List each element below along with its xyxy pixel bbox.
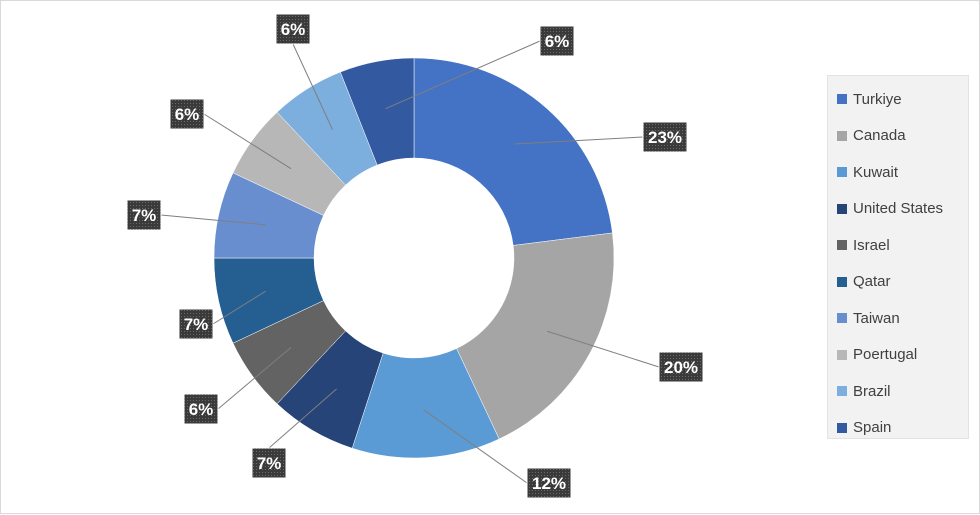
slices-group	[213, 57, 615, 459]
leader-line	[160, 214, 266, 226]
data-label: 6%	[539, 25, 575, 57]
data-label-box	[178, 308, 214, 340]
leader-line	[547, 330, 660, 368]
legend-label: Canada	[853, 127, 906, 145]
data-label-text: 23%	[648, 128, 682, 147]
data-label-box	[126, 199, 162, 231]
data-label-text: 12%	[532, 474, 566, 493]
legend-swatch	[837, 130, 847, 141]
legend-label: Taiwan	[853, 309, 900, 327]
data-labels-group: 23% 20% 12% 7% 6% 7% 7% 6% 6% 6%	[126, 13, 704, 499]
leader-line	[292, 43, 334, 130]
leader-line	[203, 113, 292, 170]
data-label: 6%	[275, 13, 311, 45]
legend-swatch	[837, 276, 847, 287]
leader-line	[217, 346, 292, 410]
legend-item: Israel	[828, 227, 968, 264]
leader-lines-group	[160, 40, 660, 484]
data-label: 23%	[642, 121, 688, 153]
leader-line	[268, 388, 337, 449]
legend-label: United States	[853, 200, 944, 218]
data-label-text: 6%	[175, 105, 200, 124]
data-label-box	[275, 13, 311, 45]
legend-swatch	[837, 203, 847, 214]
legend-swatch	[837, 240, 847, 251]
legend-label: Kuwait	[853, 163, 899, 181]
data-label: 7%	[178, 308, 214, 340]
data-label-text: 7%	[257, 454, 282, 473]
legend-swatch	[837, 386, 847, 397]
legend-item: Poertugal	[828, 337, 968, 374]
data-label-box	[183, 393, 219, 425]
legend-item: Turkiye	[828, 81, 968, 118]
slice-spain	[340, 57, 415, 166]
legend-item: Kuwait	[828, 154, 968, 191]
legend-swatch	[837, 313, 847, 324]
legend-swatch	[837, 422, 847, 433]
data-label: 20%	[658, 351, 704, 383]
data-label-text: 6%	[189, 400, 214, 419]
data-label: 6%	[169, 98, 205, 130]
data-label: 7%	[251, 447, 287, 479]
legend-label: Israel	[853, 236, 890, 254]
legend-item: Brazil	[828, 373, 968, 410]
leader-line	[385, 40, 541, 110]
leader-line	[514, 136, 644, 145]
legend-swatch	[837, 94, 847, 105]
leader-line	[212, 290, 266, 325]
data-label-text: 20%	[664, 358, 698, 377]
legend-label: Turkiye	[853, 90, 902, 108]
data-label-box	[169, 98, 205, 130]
legend-item: Canada	[828, 118, 968, 155]
slice-turkiye	[413, 57, 613, 246]
data-label-box	[526, 467, 572, 499]
legend-swatch	[837, 349, 847, 360]
data-label: 6%	[183, 393, 219, 425]
leader-line	[423, 409, 528, 484]
legend: Turkiye Canada Kuwait United States Israel Qa…	[827, 75, 969, 439]
data-label-text: 6%	[545, 32, 570, 51]
data-label-text: 6%	[281, 20, 306, 39]
legend-swatch	[837, 167, 847, 178]
legend-item: United States	[828, 191, 968, 228]
data-label-box	[539, 25, 575, 57]
data-label-box	[658, 351, 704, 383]
legend-item: Taiwan	[828, 300, 968, 337]
slice-canada	[456, 232, 615, 440]
legend-label: Qatar	[853, 273, 891, 291]
legend-item: Qatar	[828, 264, 968, 301]
data-label: 7%	[126, 199, 162, 231]
data-label: 12%	[526, 467, 572, 499]
legend-label: Poertugal	[853, 346, 918, 364]
data-label-text: 7%	[132, 206, 157, 225]
data-label-box	[642, 121, 688, 153]
legend-label: Spain	[853, 419, 892, 437]
legend-label: Brazil	[853, 382, 891, 400]
legend-item: Spain	[828, 410, 968, 447]
data-label-text: 7%	[184, 315, 209, 334]
data-label-box	[251, 447, 287, 479]
